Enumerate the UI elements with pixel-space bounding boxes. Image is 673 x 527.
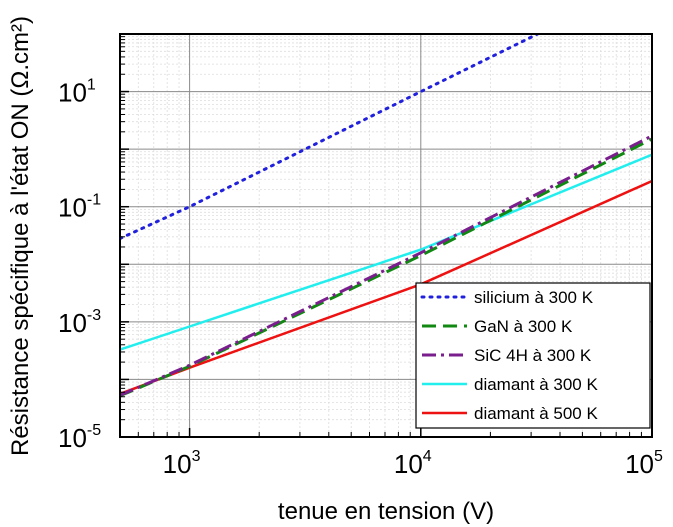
y-tick-label: 101 bbox=[58, 77, 96, 108]
plot-frame bbox=[119, 33, 653, 438]
y-tick-label: 10-5 bbox=[58, 422, 101, 453]
tick-exponent: 4 bbox=[423, 448, 432, 465]
legend-item-gan-300-k: GaN à 300 K bbox=[422, 317, 573, 336]
x-axis-title: tenue en tension (V) bbox=[278, 498, 494, 525]
x-tick-labels: 103 104 105 bbox=[163, 448, 663, 479]
series-line-silicium-300-k bbox=[120, 34, 540, 240]
x-tick-label: 103 bbox=[163, 448, 201, 479]
y-tick-label: 10-1 bbox=[58, 192, 101, 223]
tick-exponent: 1 bbox=[87, 77, 96, 94]
axis-ticks bbox=[119, 33, 653, 438]
y-tick-label: 10-3 bbox=[58, 307, 101, 338]
legend-item-diamant-300-k: diamant à 300 K bbox=[422, 375, 598, 394]
legend-label: silicium à 300 K bbox=[474, 288, 594, 307]
legend-entries: silicium à 300 K GaN à 300 K SiC 4H à 300 … bbox=[420, 288, 598, 423]
tick-exponent: 5 bbox=[654, 448, 663, 465]
tick-base: 10 bbox=[58, 193, 87, 223]
tick-exponent: 3 bbox=[192, 448, 201, 465]
series-line-diamant-300-k bbox=[120, 153, 652, 351]
tick-base: 10 bbox=[58, 308, 87, 338]
tick-exponent: -3 bbox=[87, 307, 101, 324]
legend-label: GaN à 300 K bbox=[474, 317, 573, 336]
tick-base: 10 bbox=[394, 449, 423, 479]
tick-base: 10 bbox=[625, 449, 654, 479]
tick-exponent: -1 bbox=[87, 192, 101, 209]
tick-base: 10 bbox=[58, 423, 87, 453]
legend-label: diamant à 500 K bbox=[474, 404, 598, 423]
y-axis-title: Résistance spécifique à l'état ON (Ω.cm²… bbox=[7, 16, 34, 456]
x-tick-label: 105 bbox=[625, 448, 663, 479]
tick-base: 10 bbox=[58, 78, 87, 108]
legend-item-diamant-500-k: diamant à 500 K bbox=[422, 404, 598, 423]
series-line-sic-4h-300-k bbox=[120, 134, 652, 397]
tick-exponent: -5 bbox=[87, 422, 101, 439]
x-tick-label: 104 bbox=[394, 448, 432, 479]
legend-label: diamant à 300 K bbox=[474, 375, 598, 394]
legend-item-silicium-300-k: silicium à 300 K bbox=[420, 288, 594, 307]
legend-label: SiC 4H à 300 K bbox=[474, 346, 592, 365]
legend: silicium à 300 K GaN à 300 K SiC 4H à 300 … bbox=[415, 282, 651, 429]
tick-base: 10 bbox=[163, 449, 192, 479]
legend-item-sic-4h-300-k: SiC 4H à 300 K bbox=[422, 346, 592, 365]
plot-lines bbox=[120, 34, 652, 398]
